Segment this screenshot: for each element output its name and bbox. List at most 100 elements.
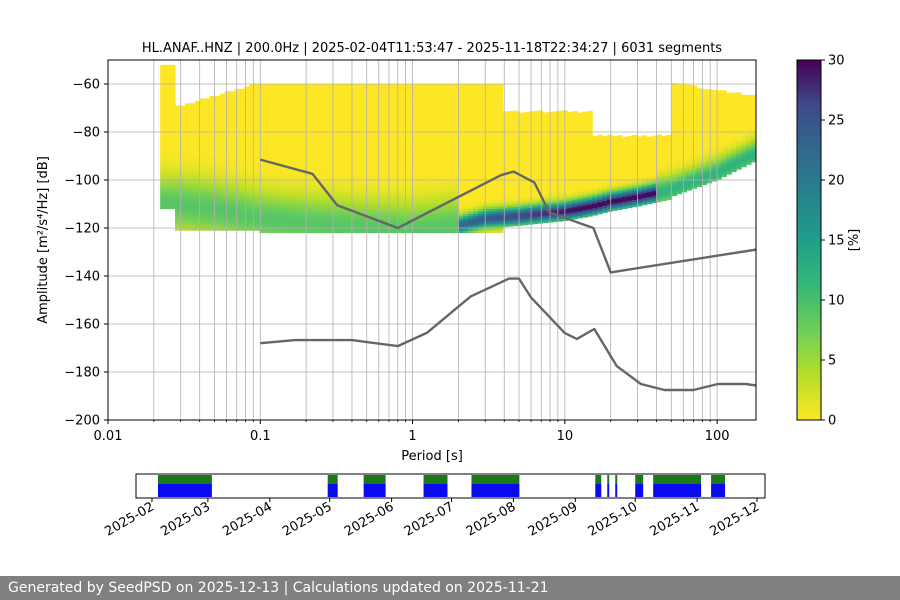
heatmap-cell	[175, 228, 181, 231]
heatmap-cell	[209, 211, 216, 214]
heatmap-cell	[373, 220, 380, 224]
heatmap-cell	[537, 151, 544, 155]
heatmap-cell	[274, 223, 280, 226]
heatmap-cell	[577, 126, 583, 130]
heatmap-cell	[423, 230, 429, 234]
heatmap-cell	[572, 195, 578, 198]
heatmap-cell	[229, 108, 236, 111]
heatmap-cell	[358, 153, 365, 157]
heatmap-cell	[254, 228, 261, 231]
heatmap-cell	[314, 110, 320, 114]
heatmap-cell	[502, 214, 509, 218]
heatmap-cell	[209, 220, 216, 224]
heatmap-cell	[170, 98, 176, 102]
heatmap-cell	[532, 156, 539, 160]
heatmap-cell	[492, 100, 499, 104]
heatmap-cell	[383, 122, 390, 126]
heatmap-cell	[552, 111, 558, 115]
heatmap-cell	[463, 170, 469, 174]
heatmap-cell	[373, 93, 380, 97]
heatmap-cell	[373, 124, 380, 128]
heatmap-cell	[229, 216, 236, 219]
heatmap-cell	[239, 158, 246, 162]
heatmap-cell	[219, 96, 226, 99]
heatmap-cell	[383, 172, 390, 176]
heatmap-cell	[383, 103, 390, 106]
heatmap-cell	[497, 204, 504, 207]
heatmap-cell	[373, 213, 380, 217]
heatmap-cell	[433, 144, 439, 147]
heatmap-cell	[453, 110, 459, 114]
heatmap-cell	[527, 222, 534, 225]
heatmap-cell	[294, 124, 300, 128]
heatmap-cell	[333, 194, 340, 198]
heatmap-cell	[502, 192, 509, 196]
heatmap-cell	[353, 134, 360, 138]
heatmap-cell	[333, 225, 340, 229]
heatmap-cell	[279, 211, 285, 214]
heatmap-cell	[279, 122, 285, 126]
heatmap-cell	[423, 177, 429, 181]
heatmap-cell	[249, 204, 256, 207]
heatmap-cell	[482, 141, 489, 145]
heatmap-cell	[333, 86, 340, 90]
heatmap-cell	[234, 182, 241, 186]
heatmap-cell	[433, 151, 439, 154]
heatmap-cell	[487, 218, 494, 222]
heatmap-cell	[304, 199, 310, 202]
heatmap-cell	[314, 129, 320, 133]
heatmap-cell	[453, 211, 459, 214]
heatmap-cell	[477, 134, 484, 138]
heatmap-cell	[333, 115, 340, 118]
heatmap-cell	[492, 141, 499, 145]
heatmap-cell	[254, 199, 261, 202]
heatmap-cell	[463, 220, 469, 224]
heatmap-cell	[314, 220, 320, 224]
heatmap-cell	[398, 153, 405, 157]
heatmap-cell	[234, 208, 241, 212]
heatmap-cell	[368, 100, 375, 104]
heatmap-cell	[289, 194, 295, 198]
heatmap-cell	[264, 156, 270, 159]
heatmap-cell	[408, 84, 414, 87]
heatmap-cell	[572, 199, 578, 203]
heatmap-cell	[165, 168, 171, 171]
heatmap-cell	[309, 196, 315, 200]
heatmap-cell	[160, 76, 166, 80]
heatmap-cell	[398, 216, 405, 219]
heatmap-cell	[224, 184, 231, 188]
heatmap-cell	[423, 132, 429, 135]
heatmap-cell	[552, 118, 558, 122]
heatmap-cell	[577, 131, 583, 135]
heatmap-cell	[492, 189, 499, 193]
heatmap-cell	[319, 206, 325, 210]
heatmap-cell	[214, 124, 221, 128]
heatmap-cell	[294, 196, 300, 200]
heatmap-cell	[299, 88, 305, 92]
heatmap-cell	[433, 182, 439, 186]
heatmap-cell	[418, 96, 424, 99]
heatmap-cell	[175, 127, 181, 130]
heatmap-cell	[249, 218, 256, 222]
heatmap-cell	[472, 213, 479, 217]
heatmap-cell	[567, 193, 573, 197]
heatmap-cell	[165, 196, 171, 200]
heatmap-cell	[403, 139, 410, 142]
heatmap-cell	[468, 93, 474, 97]
heatmap-cell	[338, 103, 345, 106]
heatmap-cell	[497, 220, 504, 224]
heatmap-cell	[398, 163, 405, 166]
heatmap-cell	[249, 115, 256, 118]
heatmap-cell	[477, 100, 484, 104]
heatmap-cell	[234, 184, 241, 188]
heatmap-cell	[294, 189, 300, 193]
heatmap-cell	[393, 206, 400, 210]
heatmap-cell	[338, 228, 345, 231]
heatmap-cell	[189, 199, 196, 202]
heatmap-cell	[314, 206, 320, 210]
heatmap-cell	[358, 230, 365, 234]
heatmap-cell	[448, 220, 454, 224]
heatmap-cell	[289, 110, 295, 114]
heatmap-cell	[373, 91, 380, 94]
heatmap-cell	[358, 180, 365, 183]
